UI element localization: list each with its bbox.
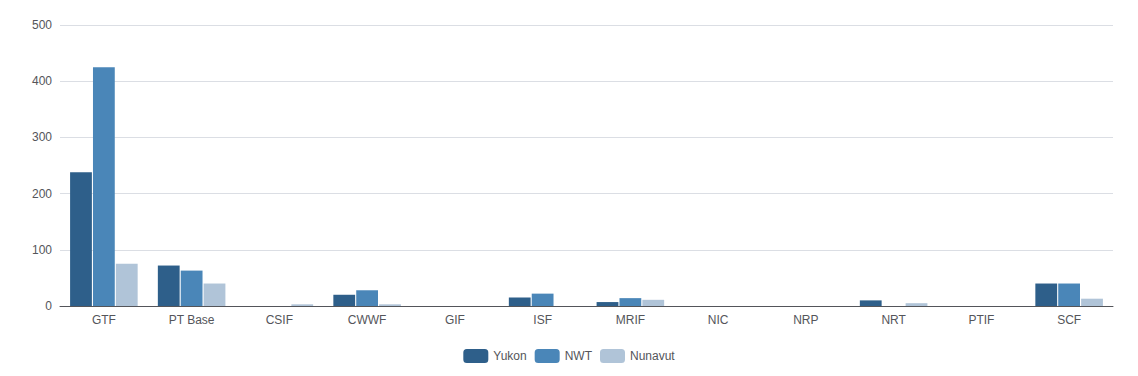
svg-text:100: 100 [32, 243, 52, 257]
svg-text:CWWF: CWWF [348, 313, 387, 327]
svg-text:200: 200 [32, 187, 52, 201]
svg-text:MRIF: MRIF [616, 313, 645, 327]
svg-text:PT Base: PT Base [169, 313, 215, 327]
svg-text:500: 500 [32, 18, 52, 32]
svg-text:GIF: GIF [445, 313, 465, 327]
svg-text:PTIF: PTIF [968, 313, 994, 327]
svg-text:NRP: NRP [793, 313, 818, 327]
svg-text:NWT: NWT [565, 349, 593, 363]
svg-text:SCF: SCF [1057, 313, 1081, 327]
svg-text:NRT: NRT [881, 313, 906, 327]
svg-text:0: 0 [45, 299, 52, 313]
svg-text:GTF: GTF [92, 313, 116, 327]
svg-text:ISF: ISF [533, 313, 552, 327]
svg-text:300: 300 [32, 130, 52, 144]
svg-text:CSIF: CSIF [266, 313, 293, 327]
svg-text:400: 400 [32, 74, 52, 88]
svg-text:NIC: NIC [708, 313, 729, 327]
svg-text:Yukon: Yukon [493, 349, 526, 363]
svg-text:Nunavut: Nunavut [630, 349, 675, 363]
